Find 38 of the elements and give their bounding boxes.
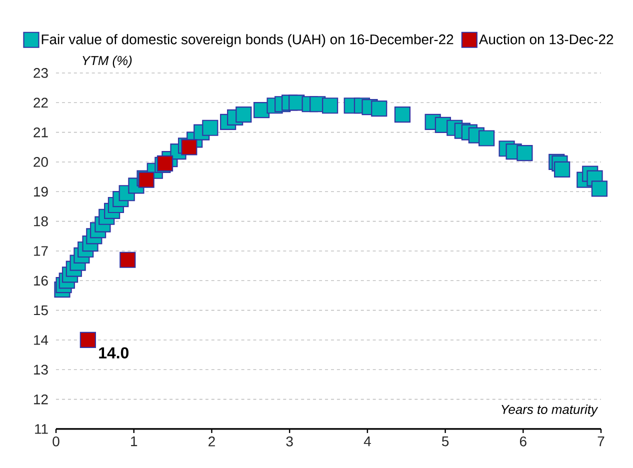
y-axis-title: YTM (%) — [82, 56, 132, 68]
point — [202, 120, 218, 136]
y-tick-label: 17 — [34, 246, 48, 256]
point — [181, 139, 198, 156]
y-tick-label: 19 — [34, 186, 48, 197]
y-tick-label: 16 — [34, 276, 48, 286]
point — [80, 332, 96, 348]
x-axis-title: Years to maturity — [502, 404, 598, 417]
y-tick-label: 21 — [34, 127, 48, 138]
point — [554, 161, 570, 178]
y-tick-label: 18 — [34, 216, 48, 226]
x-tick-label: 1 — [131, 436, 138, 446]
y-tick-label: 22 — [34, 98, 48, 108]
legend-label: Fair value of domestic sovereign bonds (UAH) on 16-December-22 — [42, 34, 454, 48]
point — [591, 180, 608, 197]
point — [516, 145, 533, 162]
y-tick-label: 15 — [34, 305, 48, 316]
y-tick-label: 23 — [34, 68, 48, 78]
point — [478, 130, 495, 146]
x-tick-label: 3 — [286, 436, 293, 446]
x-tick-label: 7 — [598, 436, 604, 446]
y-tick-label: 12 — [34, 394, 48, 404]
y-tick-label: 11 — [35, 424, 48, 434]
point — [322, 98, 338, 114]
data-label: 14.0 — [99, 347, 128, 358]
y-tick-label: 20 — [34, 157, 48, 167]
x-tick-label: 0 — [52, 436, 60, 446]
legend-label: Auction on 13-Dec-22 — [478, 34, 614, 44]
y-tick-label: 13 — [34, 364, 48, 375]
x-tick-label: 4 — [364, 436, 371, 446]
point — [394, 106, 411, 123]
point — [371, 100, 388, 117]
x-tick-label: 6 — [520, 436, 526, 446]
x-tick-label: 5 — [442, 436, 449, 446]
point — [236, 106, 252, 123]
y-tick-label: 14 — [34, 335, 48, 345]
x-tick-label: 2 — [208, 436, 215, 446]
point — [120, 252, 136, 268]
